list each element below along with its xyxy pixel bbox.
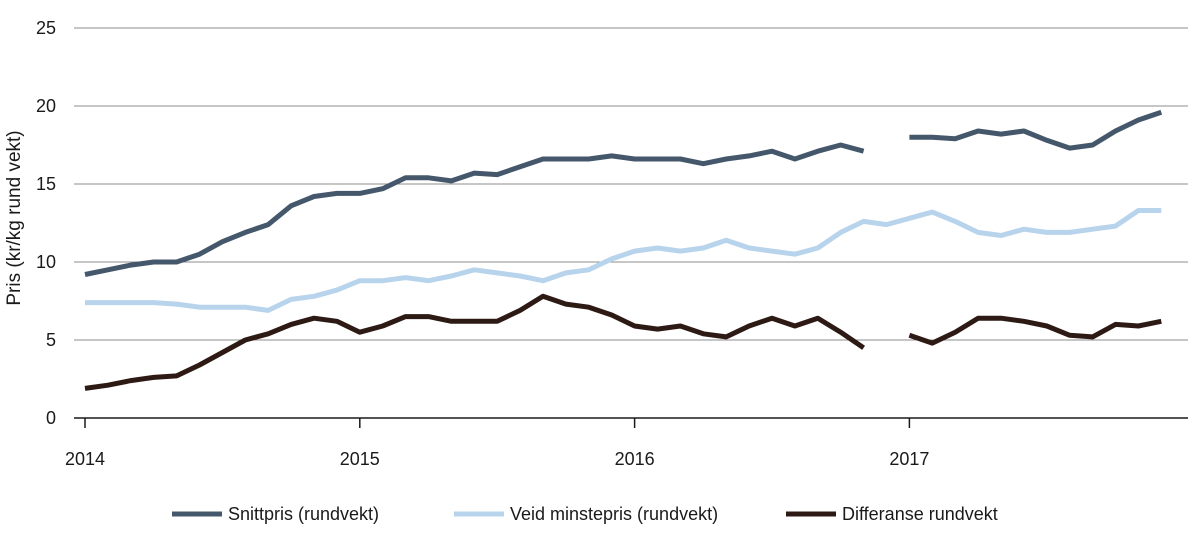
series-line xyxy=(908,315,1162,346)
y-tick-label: 25 xyxy=(36,18,56,38)
series-3 xyxy=(84,293,1162,391)
series-line xyxy=(909,109,1163,151)
legend-label: Veid minstepris (rundvekt) xyxy=(510,504,718,524)
legend-label: Snittpris (rundvekt) xyxy=(228,504,379,524)
y-tick-label: 5 xyxy=(46,330,56,350)
series-line xyxy=(84,142,865,277)
series-2 xyxy=(85,208,1162,313)
x-axis: 2014 2015 2016 2017 xyxy=(65,417,1188,469)
series-line xyxy=(84,293,866,391)
x-tick-label: 2015 xyxy=(340,449,380,469)
y-tick-label: 20 xyxy=(36,96,56,116)
series-line xyxy=(85,208,1162,313)
y-tick-label: 15 xyxy=(36,174,56,194)
x-tick-label: 2017 xyxy=(889,449,929,469)
series-layer xyxy=(84,109,1163,391)
gridlines xyxy=(74,27,1188,341)
y-tick-label: 10 xyxy=(36,252,56,272)
x-tick-label: 2016 xyxy=(615,449,655,469)
y-axis-label: Pris (kr/kg rund vekt) xyxy=(4,130,25,305)
y-tick-label: 0 xyxy=(46,408,56,428)
x-tick-label: 2014 xyxy=(65,449,105,469)
legend: Snittpris (rundvekt) Veid minstepris (run… xyxy=(172,504,998,524)
y-axis-ticks: 0 5 10 15 20 25 xyxy=(36,18,56,428)
legend-label: Differanse rundvekt xyxy=(842,504,998,524)
series-1 xyxy=(84,109,1163,277)
